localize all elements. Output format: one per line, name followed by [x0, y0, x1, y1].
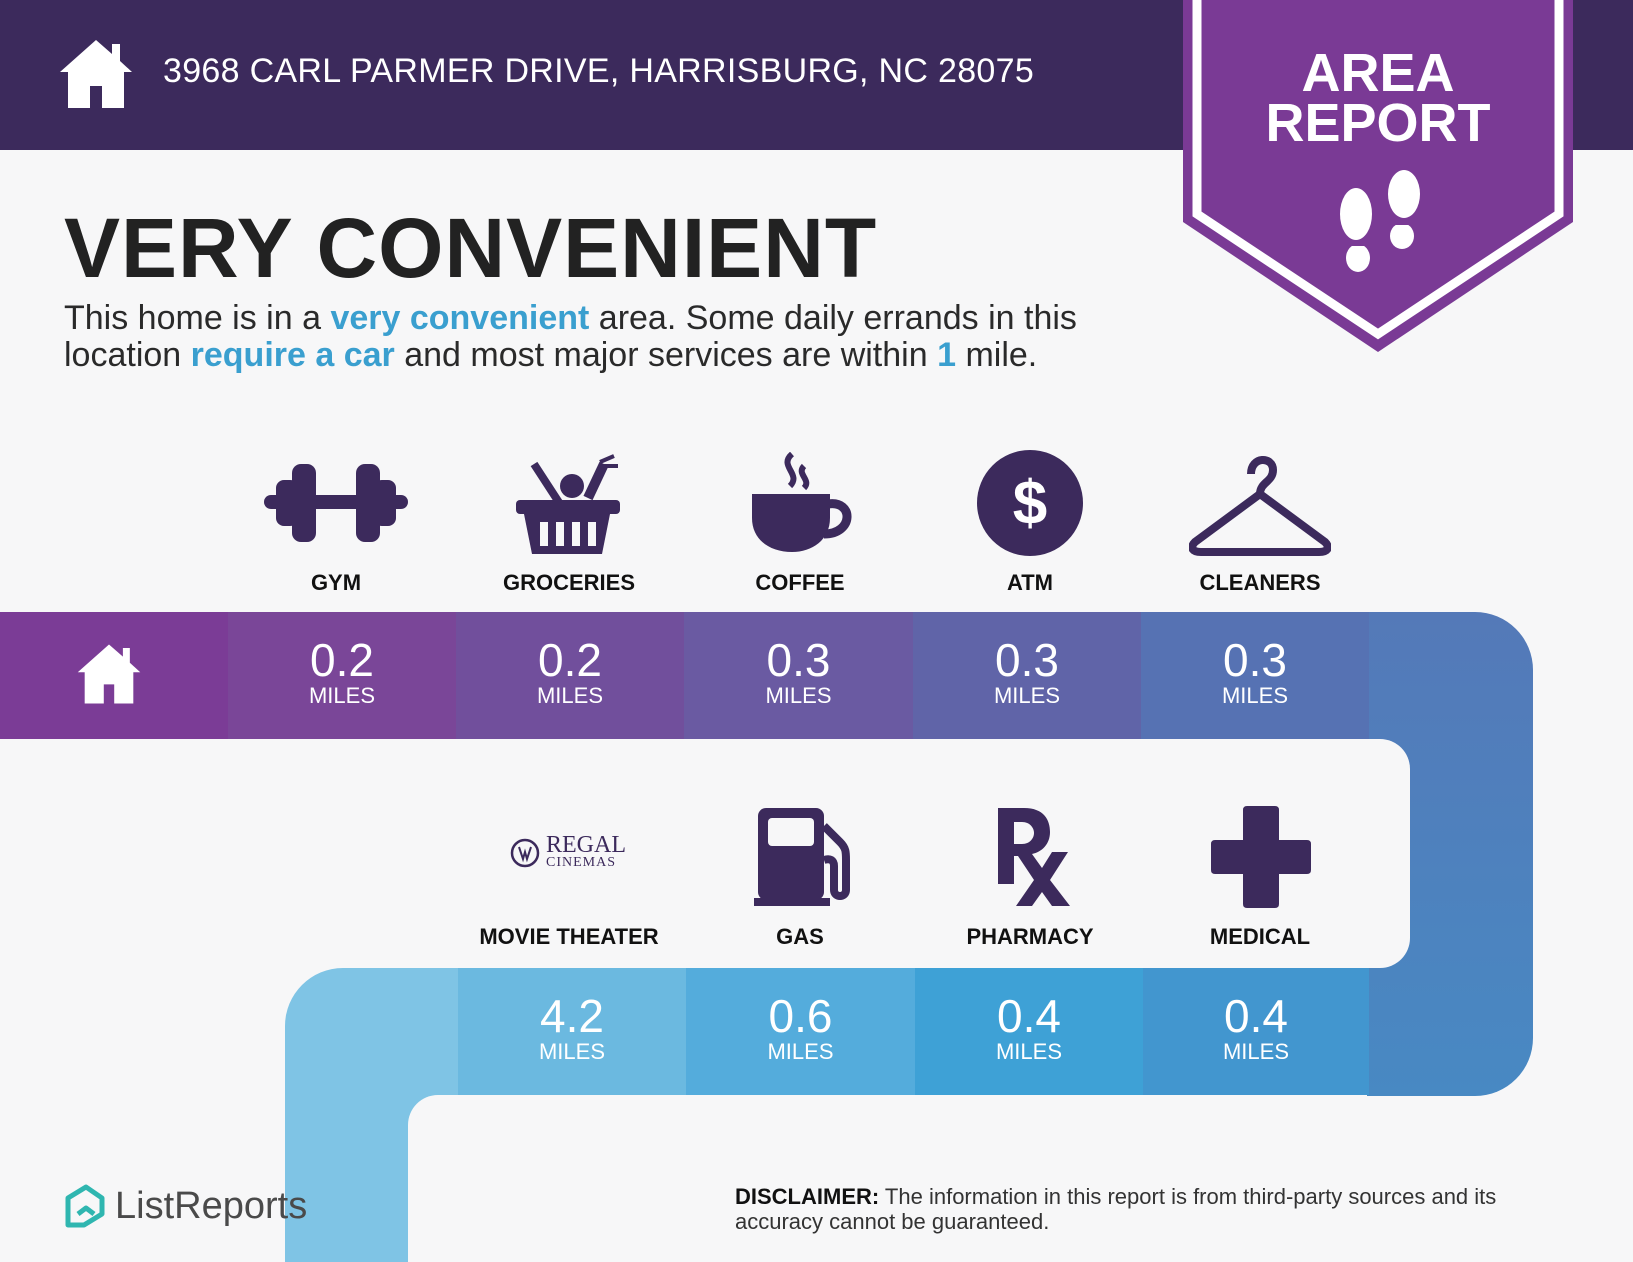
listreports-logo-icon [64, 1184, 106, 1228]
desc-highlight-1: very convenient [330, 299, 590, 337]
badge-line1: AREA [1301, 43, 1455, 103]
distance-cell-pharmacy: 0.4 MILES [915, 968, 1143, 1095]
category-label-atm: ATM [1006, 570, 1054, 595]
category-label-pharmacy: PHARMACY [966, 924, 1094, 949]
page-title: VERY CONVENIENT [64, 201, 878, 295]
distance-cell-movie-theater: 4.2 MILES [458, 968, 686, 1095]
regal-logo-line2: CINEMAS [546, 855, 617, 870]
regal-logo-line1: REGAL [546, 832, 626, 858]
distance-value: 0.6 [768, 990, 833, 1042]
badge-line2: REPORT [1265, 93, 1491, 153]
distance-value: 0.4 [1224, 990, 1288, 1042]
svg-text:$: $ [1013, 469, 1047, 538]
distance-cell-gym: 0.2 MILES [228, 612, 456, 739]
desc-text-2: area. Some daily errands in this locatio… [64, 299, 1077, 374]
distance-unit: MILES [1222, 1039, 1290, 1064]
regal-cinemas-logo: REGAL CINEMAS [510, 832, 630, 874]
disclaimer: DISCLAIMER: The information in this repo… [735, 1184, 1585, 1234]
distance-unit: MILES [536, 683, 604, 708]
medical-cross-icon [1211, 806, 1311, 908]
distance-cell-atm: 0.3 MILES [913, 612, 1141, 739]
category-label-gym: GYM [310, 570, 362, 595]
distance-value: 0.3 [995, 634, 1059, 686]
desc-highlight-3: 1 [937, 336, 956, 374]
home-start-icon [74, 641, 144, 707]
distance-value: 0.3 [766, 634, 831, 686]
desc-text-3: and most major services are within [394, 336, 938, 374]
desc-text-1: This home is in a [64, 299, 331, 337]
distance-cell-coffee: 0.3 MILES [684, 612, 913, 739]
coffee-cup-icon [750, 452, 854, 554]
description: This home is in a very convenient area. … [64, 300, 1184, 374]
distance-value: 4.2 [540, 990, 604, 1042]
distance-unit: MILES [308, 683, 376, 708]
distance-unit: MILES [995, 1039, 1063, 1064]
distance-value: 0.3 [1223, 634, 1287, 686]
hanger-icon [1189, 452, 1331, 556]
distance-value: 0.2 [538, 634, 602, 686]
distance-value: 0.2 [310, 634, 374, 686]
distance-unit: MILES [538, 1039, 606, 1064]
disclaimer-label: DISCLAIMER: [735, 1184, 880, 1209]
category-label-medical: MEDICAL [1209, 924, 1311, 949]
distance-value: 0.4 [997, 990, 1061, 1042]
house-icon [56, 36, 136, 112]
distance-unit: MILES [767, 1039, 834, 1064]
band-corner-left-notch [408, 1095, 468, 1262]
listreports-brand: ListReports [115, 1185, 308, 1227]
desc-text-4: mile. [956, 336, 1038, 374]
desc-highlight-2: require a car [190, 336, 395, 374]
area-report-badge [1183, 0, 1573, 352]
rx-icon [994, 806, 1070, 908]
distance-unit: MILES [1221, 683, 1289, 708]
gas-pump-icon [754, 806, 854, 908]
grocery-basket-icon [514, 452, 624, 556]
distance-cell-medical: 0.4 MILES [1143, 968, 1369, 1095]
disclaimer-text: The information in this report is from t… [735, 1184, 1497, 1234]
dollar-icon: $ [977, 450, 1083, 556]
distance-cell-cleaners: 0.3 MILES [1141, 612, 1369, 739]
category-label-groceries: GROCERIES [502, 570, 636, 595]
distance-cell-groceries: 0.2 MILES [456, 612, 684, 739]
distance-cell-gas: 0.6 MILES [686, 968, 915, 1095]
category-label-movie-theater: MOVIE THEATER [479, 924, 659, 949]
footprints-icon [1334, 170, 1426, 278]
property-address: 3968 CARL PARMER DRIVE, HARRISBURG, NC 2… [163, 52, 1035, 90]
dumbbell-icon [264, 462, 408, 544]
category-label-gas: GAS [776, 924, 824, 949]
category-label-cleaners: CLEANERS [1199, 570, 1321, 595]
distance-unit: MILES [765, 683, 832, 708]
distance-unit: MILES [993, 683, 1061, 708]
category-label-coffee: COFFEE [755, 570, 845, 595]
